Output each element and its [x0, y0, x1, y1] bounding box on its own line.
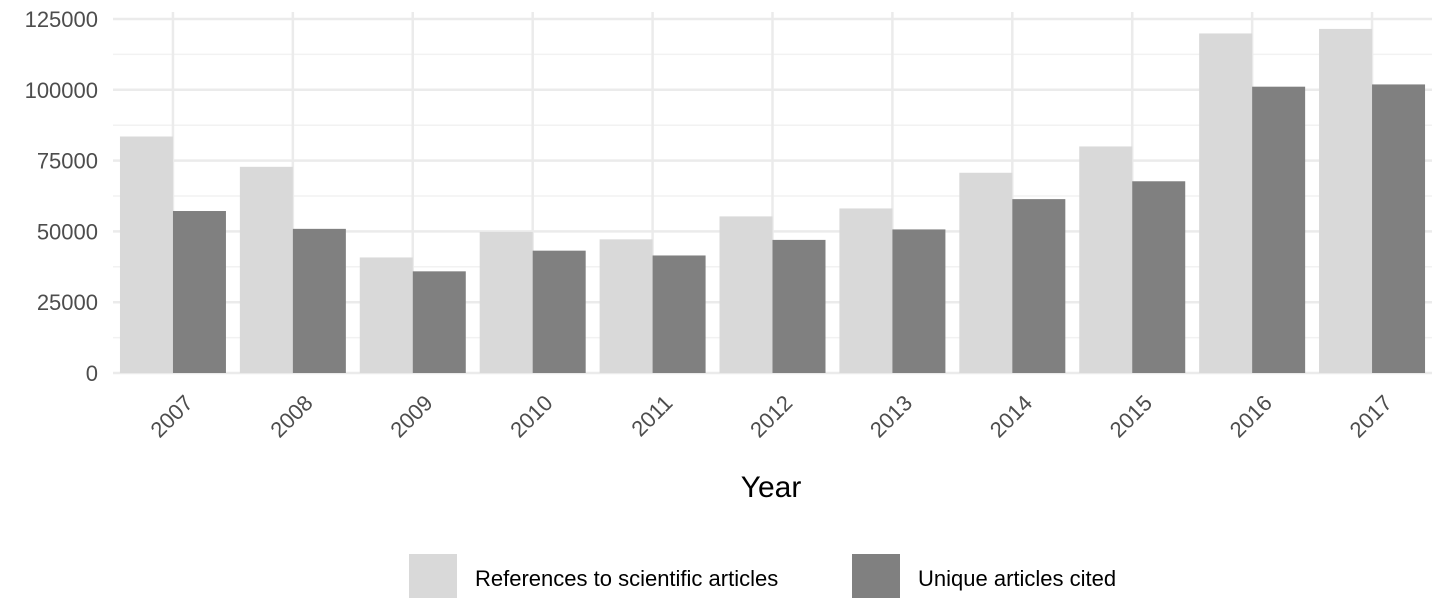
bar-references-2009 — [359, 257, 413, 373]
bar-unique-2014 — [1012, 199, 1066, 373]
legend-label: References to scientific articles — [475, 566, 778, 591]
bar-unique-2007 — [172, 211, 226, 373]
x-tick-label: 2008 — [265, 390, 317, 442]
legend-swatch — [852, 554, 900, 598]
x-tick-label: 2009 — [385, 390, 437, 442]
legend-label: Unique articles cited — [918, 566, 1116, 591]
y-tick-label: 125000 — [25, 7, 98, 32]
bar-unique-2013 — [892, 229, 946, 373]
bar-references-2014 — [959, 172, 1013, 373]
x-tick-label: 2011 — [626, 390, 677, 441]
x-tick-label: 2015 — [1105, 390, 1157, 442]
legend-swatch — [409, 554, 457, 598]
x-tick-label: 2013 — [865, 390, 917, 442]
bar-references-2017 — [1319, 28, 1373, 374]
x-tick-label: 2007 — [146, 390, 198, 442]
bar-references-2007 — [119, 136, 173, 373]
bar-references-2012 — [719, 216, 773, 373]
bar-unique-2012 — [772, 239, 826, 373]
bar-references-2013 — [839, 208, 893, 373]
bar-unique-2011 — [652, 255, 706, 373]
bar-references-2011 — [599, 239, 653, 373]
y-tick-label: 75000 — [37, 149, 98, 174]
y-tick-label: 100000 — [25, 78, 98, 103]
bar-references-2008 — [239, 166, 293, 373]
bar-unique-2016 — [1252, 86, 1306, 373]
bar-references-2015 — [1079, 146, 1133, 373]
y-tick-label: 0 — [86, 361, 98, 386]
bar-references-2016 — [1199, 33, 1253, 373]
x-axis-title: Year — [741, 471, 802, 504]
y-tick-label: 50000 — [37, 219, 98, 244]
bar-unique-2008 — [292, 228, 346, 373]
bars — [119, 28, 1426, 374]
x-axis-ticks: 2007 2008 2009 2010 2011 2012 2013 2014 2015 2016… — [146, 390, 1397, 442]
legend: References to scientific articles Unique … — [409, 554, 1116, 598]
bar-references-2010 — [479, 231, 533, 373]
bar-unique-2009 — [412, 271, 466, 373]
x-tick-label: 2012 — [745, 390, 797, 442]
x-tick-label: 2014 — [985, 390, 1037, 442]
bar-unique-2015 — [1132, 181, 1186, 373]
x-tick-label: 2010 — [505, 390, 557, 442]
x-tick-label: 2016 — [1225, 390, 1277, 442]
y-tick-label: 25000 — [37, 290, 98, 315]
y-axis-ticks: 0 25000 50000 75000 100000 125000 — [25, 7, 98, 386]
bar-unique-2017 — [1372, 84, 1426, 374]
x-tick-label: 2017 — [1345, 390, 1397, 442]
bar-unique-2010 — [532, 250, 586, 373]
